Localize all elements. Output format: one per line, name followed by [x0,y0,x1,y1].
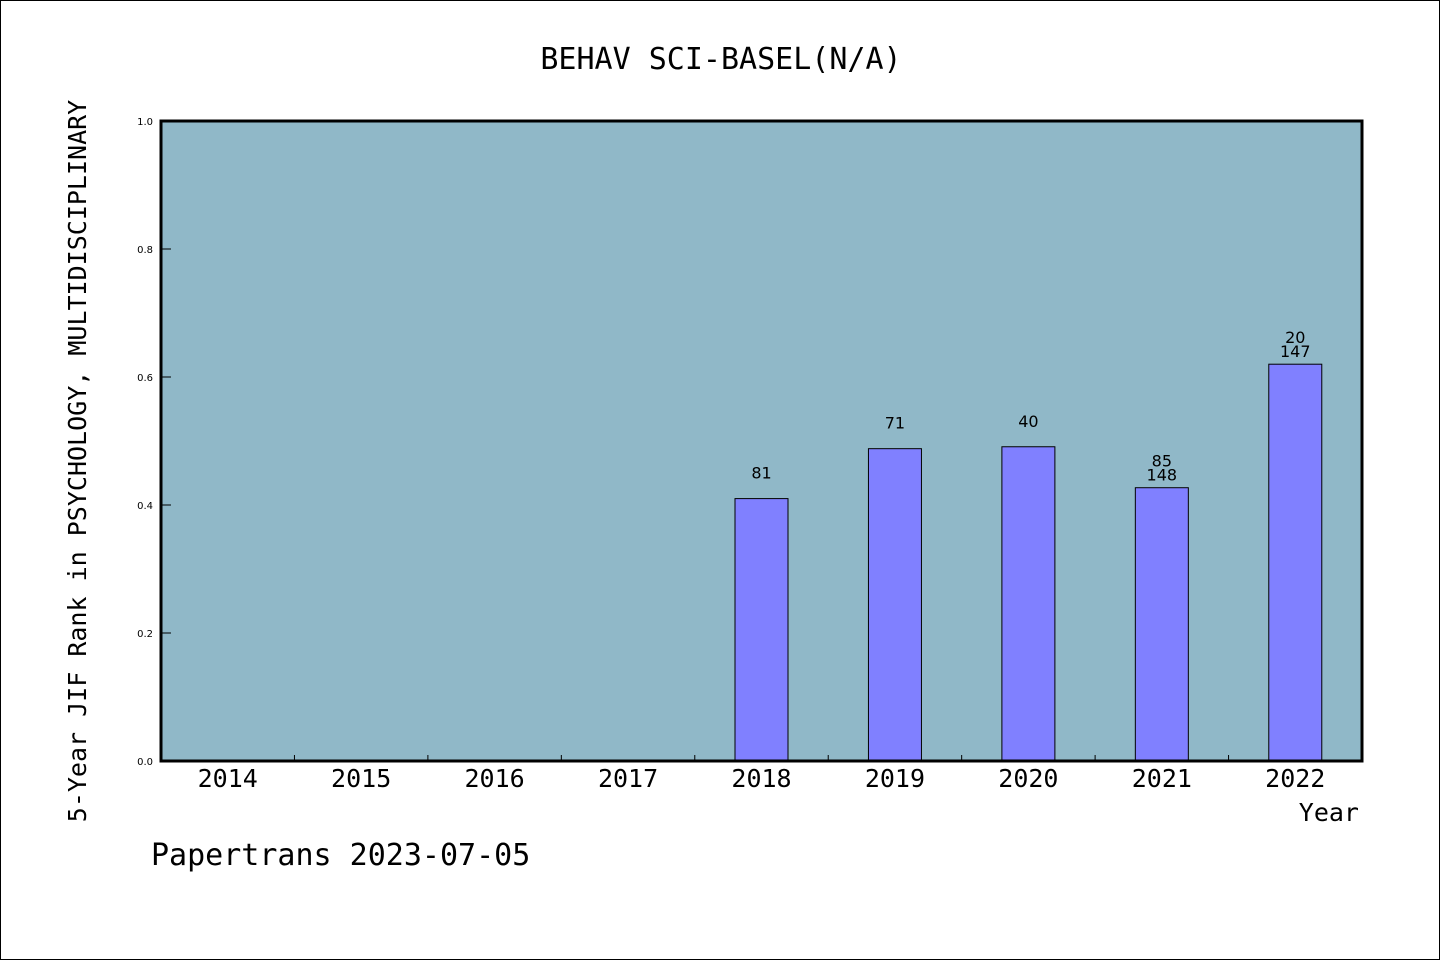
y-tick-label-0.8: 0.8 [137,245,153,256]
bar-2022 [1268,363,1323,762]
plot-border [159,119,1364,763]
y-tick-label-0.6: 0.6 [137,373,153,384]
footer-text: Papertrans 2023-07-05 [151,838,530,873]
x-tick-label-2021: 2021 [1132,764,1192,793]
bar-label-2019: 71 [885,414,905,433]
y-tick-label-0.0: 0.0 [137,757,153,768]
y-axis-label: 5-Year JIF Rank in PSYCHOLOGY, MULTIDISC… [63,100,92,822]
bar-label-2020: 40 [1018,412,1038,431]
x-axis: 2014 2015 2016 2017 2018 2019 2020 2021 2022 [198,755,1325,793]
x-tick-label-2015: 2015 [331,764,391,793]
bar-label-rank-2021: 85 [1152,452,1172,471]
x-tick-label-2020: 2020 [998,764,1058,793]
x-tick-label-2016: 2016 [465,764,525,793]
chart-title: BEHAV SCI-BASEL(N/A) [540,42,901,77]
y-tick-label-0.4: 0.4 [137,501,153,512]
bar-2018 [734,498,789,762]
y-axis: 0.0 0.2 0.4 0.6 0.8 1.0 [137,117,171,768]
bar-2021 [1134,487,1189,762]
x-tick-label-2019: 2019 [865,764,925,793]
bar-label-total-2022: 147 [1280,342,1311,361]
x-tick-label-2017: 2017 [598,764,658,793]
x-tick-label-2018: 2018 [731,764,791,793]
bar-label-total-2021: 148 [1147,466,1178,485]
bar-label-2018: 81 [751,464,771,483]
bars-group [734,363,1323,762]
y-tick-label-1.0: 1.0 [137,117,153,128]
x-axis-label: Year [1299,798,1359,827]
x-tick-label-2014: 2014 [198,764,258,793]
bar-2019 [867,448,922,762]
x-tick-label-2022: 2022 [1265,764,1325,793]
bar-label-rank-2022: 20 [1285,328,1305,347]
bar-2020 [1001,446,1056,762]
y-tick-label-0.2: 0.2 [137,629,153,640]
